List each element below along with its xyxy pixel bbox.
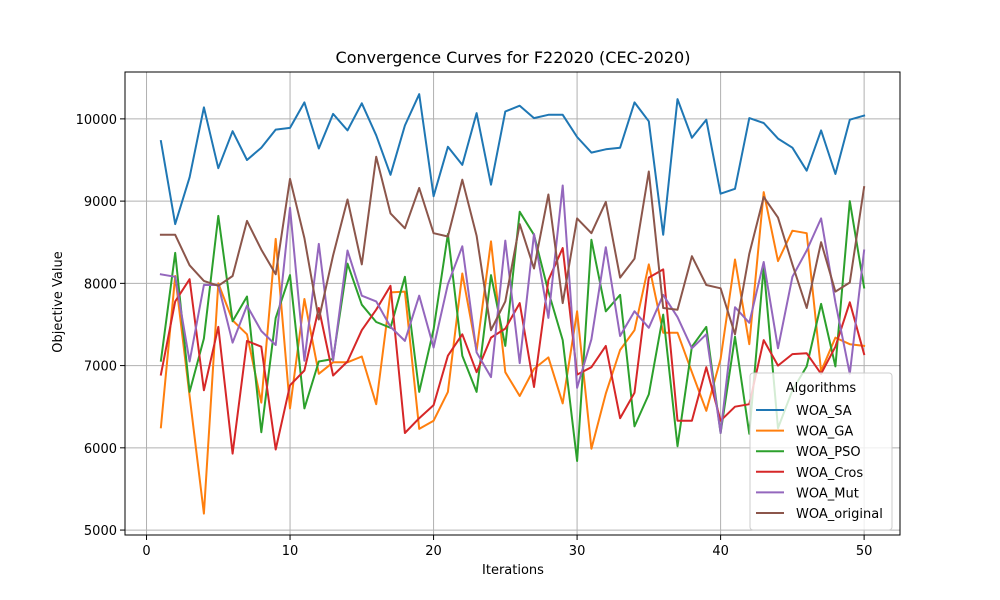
legend-label-woa-mut: WOA_Mut: [796, 486, 859, 501]
legend-label-woa-cros: WOA_Cros: [796, 466, 863, 481]
series-line-woa-ga: [159, 191, 866, 515]
y-tick-label: 7000: [84, 360, 117, 375]
y-axis-title: Objective Value: [51, 251, 66, 352]
legend-label-woa-sa: WOA_SA: [796, 404, 852, 419]
x-tick-label: 10: [282, 544, 299, 559]
y-axis: 5000 6000 7000 8000 9000 10000: [76, 113, 125, 539]
legend-title: Algorithms: [786, 381, 857, 396]
y-tick-label: 6000: [84, 442, 117, 457]
x-tick-label: 0: [142, 544, 150, 559]
legend-label-woa-ga: WOA_GA: [796, 425, 853, 440]
x-tick-label: 30: [569, 544, 586, 559]
plot-frame: [124, 71, 901, 536]
x-tick-label: 40: [712, 544, 729, 559]
x-tick-label: 20: [425, 544, 442, 559]
y-tick-label: 10000: [76, 113, 117, 128]
series-line-woa-sa: [159, 93, 866, 236]
x-tick-label: 50: [856, 544, 873, 559]
y-tick-label: 8000: [84, 277, 117, 292]
x-axis: 0 10 20 30 40 50: [142, 535, 872, 559]
series-line-woa-mut: [159, 184, 866, 434]
series-line-woa-original: [159, 155, 866, 336]
y-tick-label: 5000: [84, 524, 117, 539]
chart-title: Convergence Curves for F22020 (CEC-2020): [336, 48, 691, 67]
legend-label-woa-pso: WOA_PSO: [796, 445, 861, 460]
series-line-woa-pso: [159, 200, 866, 462]
series-line-woa-cros: [159, 247, 866, 455]
legend-label-woa-original: WOA_original: [796, 507, 883, 522]
series-group: [159, 93, 866, 515]
y-tick-label: 9000: [84, 195, 117, 210]
legend-box: [749, 372, 893, 531]
legend: Algorithms WOA_SAWOA_GAWOA_PSOWOA_CrosWO…: [749, 372, 893, 531]
x-axis-title: Iterations: [482, 563, 544, 578]
legend-items: WOA_SA WOA_GA WOA_PSO WOA_Cros WOA_Mut WOA_or…: [756, 404, 883, 522]
